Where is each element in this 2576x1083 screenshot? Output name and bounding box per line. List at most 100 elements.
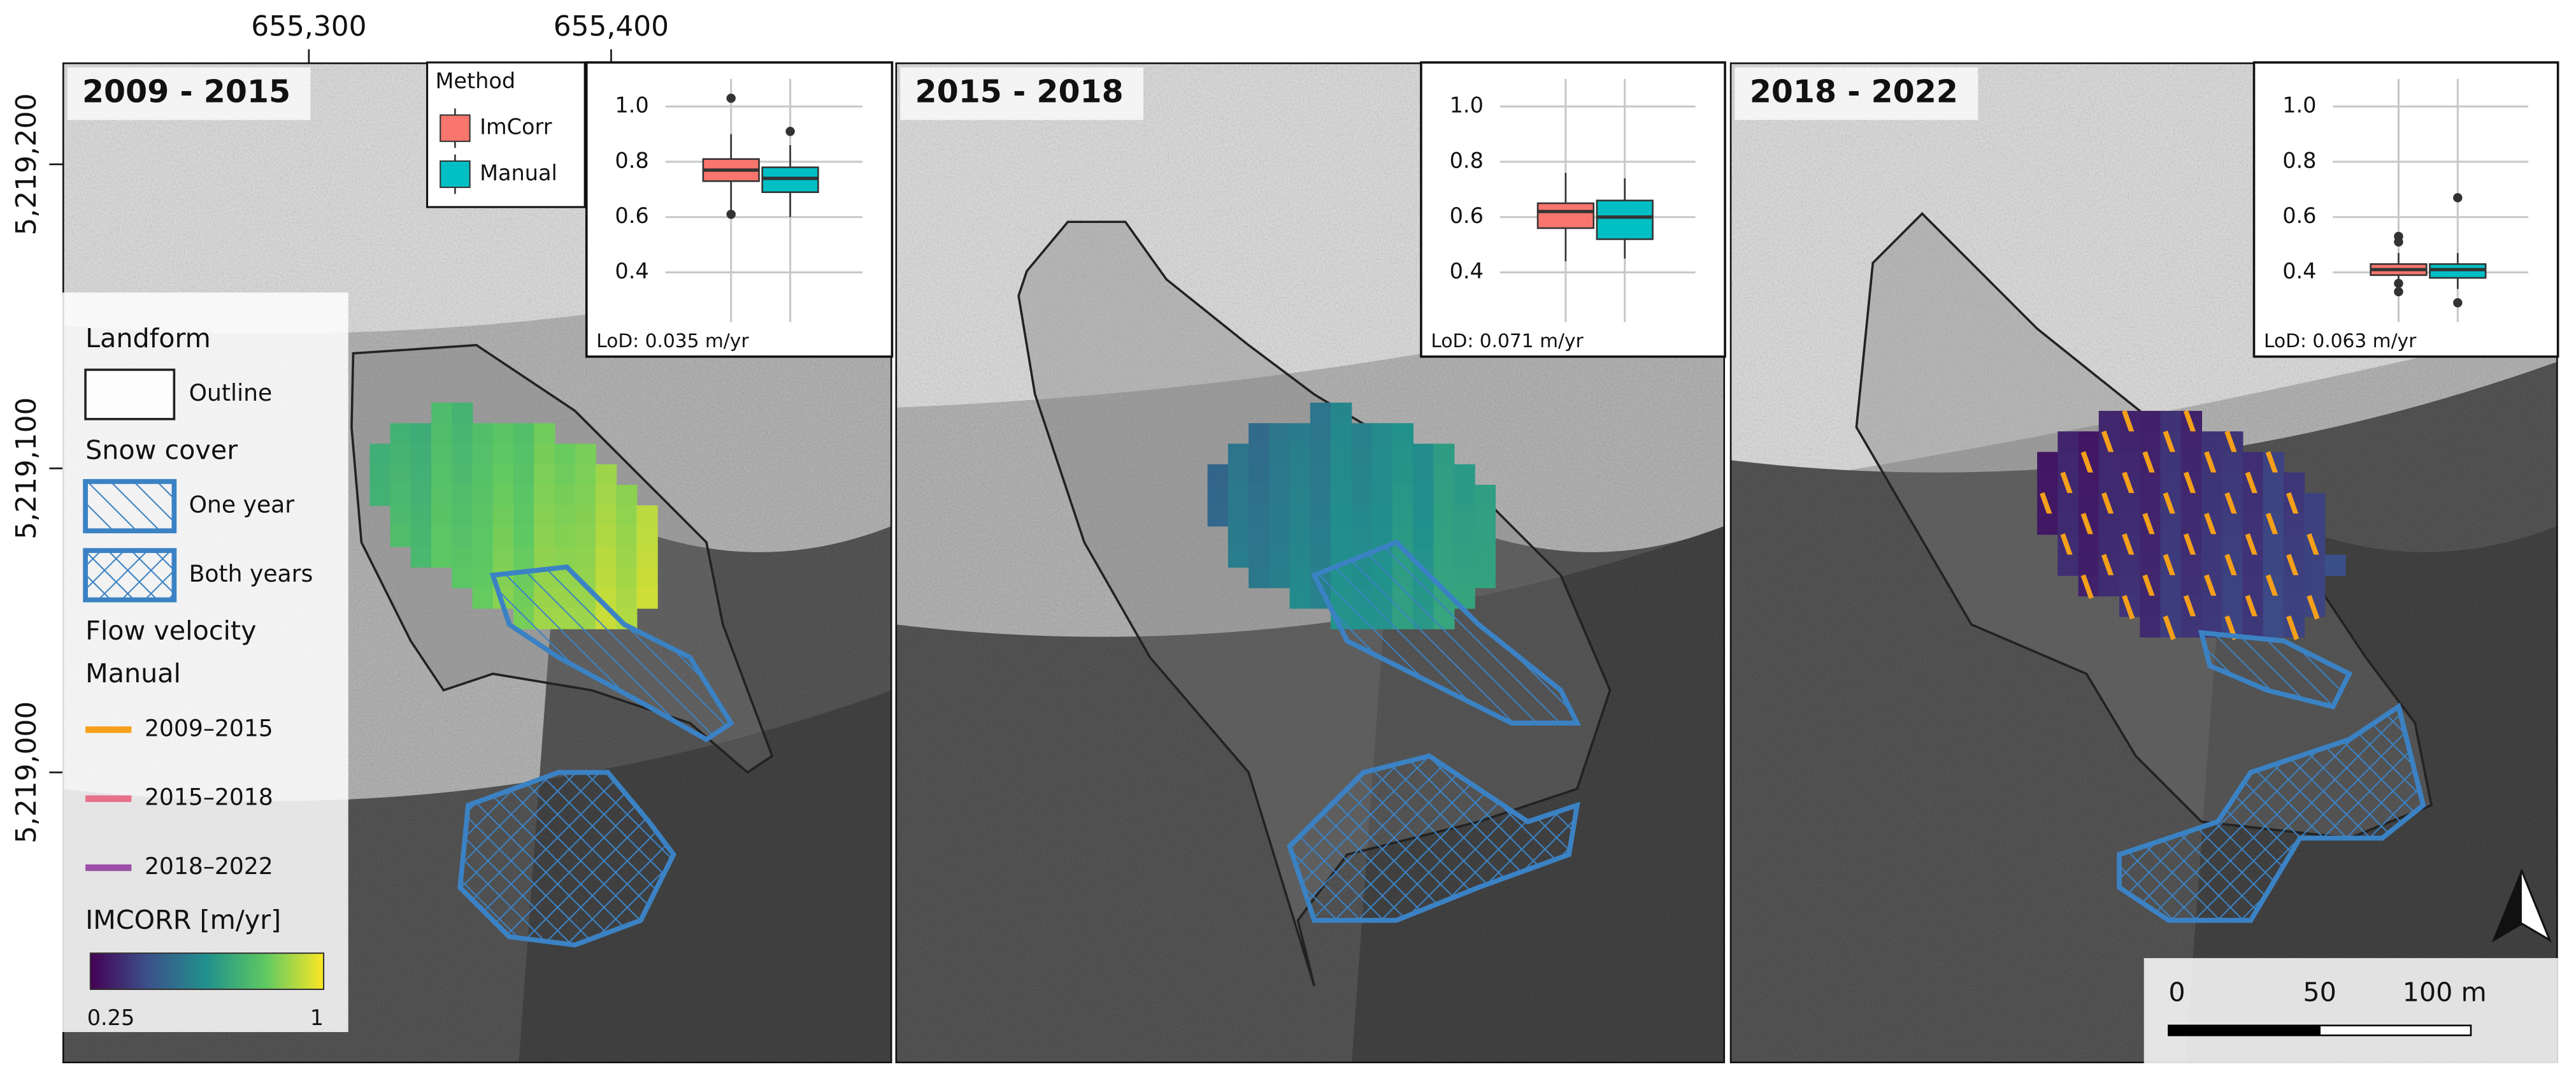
velocity-cell	[2160, 452, 2182, 473]
velocity-cell	[2304, 575, 2326, 597]
velocity-cell	[2180, 616, 2203, 638]
velocity-cell	[1392, 423, 1414, 445]
velocity-cell	[1392, 505, 1414, 527]
manual-vector	[2142, 574, 2156, 599]
y-tick-label: 0.6	[1450, 203, 1484, 228]
manual-vector	[2183, 471, 2197, 497]
y-tick-label: 1.0	[1450, 93, 1484, 118]
velocity-cell	[431, 423, 453, 445]
velocity-cell	[1392, 485, 1414, 506]
velocity-cell	[1310, 546, 1332, 568]
manual-vector	[2183, 594, 2197, 620]
velocity-cell	[1227, 526, 1250, 547]
velocity-cell	[2283, 513, 2305, 535]
velocity-cell	[513, 505, 535, 527]
velocity-cell	[1351, 485, 1373, 506]
velocity-cell	[431, 505, 453, 527]
velocity-cell	[1454, 566, 1475, 589]
velocity-cell	[2222, 575, 2243, 597]
manual-vector	[2183, 533, 2197, 558]
velocity-cell	[472, 566, 494, 589]
velocity-cell	[1289, 546, 1311, 568]
manual-vector	[2122, 471, 2135, 497]
velocity-cell	[2098, 534, 2121, 556]
manual-vector	[2286, 554, 2300, 579]
manual-vector	[2224, 492, 2238, 517]
velocity-cell	[472, 485, 494, 506]
velocity-cell	[534, 464, 555, 486]
velocity-cell	[472, 587, 494, 609]
velocity-cell	[2078, 472, 2100, 494]
velocity-cell	[1351, 526, 1373, 547]
velocity-cell	[2242, 513, 2264, 535]
panel-title: 2018 - 2022	[1750, 74, 1958, 110]
velocity-cell	[2057, 492, 2079, 515]
method-swatch	[440, 114, 471, 142]
velocity-cell	[431, 403, 453, 424]
inset-box	[2252, 61, 2559, 358]
panel-title-bg	[900, 67, 1144, 120]
velocity-cell	[1249, 566, 1270, 589]
velocity-cell	[1331, 464, 1352, 486]
velocity-cell	[1227, 505, 1250, 527]
flier	[785, 127, 795, 136]
y-tick-label: 0.8	[2282, 148, 2316, 173]
velocity-cell	[1269, 546, 1291, 568]
scale-bar-label: 50	[2303, 977, 2336, 1008]
velocity-cell	[2201, 472, 2223, 494]
manual-vector	[2122, 533, 2135, 558]
velocity-cell	[513, 485, 535, 506]
legend-text: One year	[189, 491, 295, 519]
velocity-cell	[616, 566, 638, 589]
velocity-cell	[2180, 452, 2203, 473]
velocity-cell	[1474, 526, 1496, 547]
manual-vector	[2163, 430, 2176, 455]
manual-vector	[2204, 451, 2217, 476]
manual-vector	[2224, 430, 2238, 455]
velocity-cell	[616, 485, 638, 506]
manual-vector	[2245, 471, 2258, 497]
velocity-cell	[513, 464, 535, 486]
velocity-cell	[410, 443, 433, 465]
velocity-cell	[1310, 423, 1332, 445]
velocity-cell	[534, 505, 555, 527]
colorbar-min: 0.25	[87, 1005, 135, 1030]
velocity-cell	[2263, 534, 2284, 556]
colorbar	[89, 952, 325, 990]
legend-text: Flow velocity	[85, 615, 256, 646]
velocity-cell	[554, 505, 576, 527]
velocity-cell	[410, 423, 433, 445]
velocity-cell	[575, 464, 596, 486]
velocity-cell	[1413, 443, 1435, 465]
velocity-cell	[2119, 431, 2141, 453]
method-legend-label: Manual	[480, 161, 557, 185]
flier	[726, 210, 736, 219]
manual-vector	[2080, 451, 2094, 476]
panel-title: 2015 - 2018	[915, 74, 1124, 110]
velocity-cell	[452, 403, 473, 424]
manual-vector	[2245, 533, 2258, 558]
velocity-cell	[554, 485, 576, 506]
velocity-cell	[492, 526, 514, 547]
flier	[2394, 278, 2403, 289]
velocity-cell	[2119, 492, 2141, 515]
manual-vector	[2265, 451, 2279, 476]
north-arrow-half	[2494, 871, 2522, 940]
velocity-cell	[1269, 526, 1291, 547]
velocity-cell	[2140, 410, 2161, 433]
velocity-cell	[1269, 423, 1291, 445]
manual-vector	[2101, 492, 2115, 517]
velocity-cell	[2098, 410, 2121, 433]
velocity-cell	[534, 546, 555, 568]
velocity-cell	[2201, 431, 2223, 453]
velocity-cell	[390, 464, 411, 486]
velocity-cell	[2098, 575, 2121, 597]
velocity-cell	[2057, 452, 2079, 473]
velocity-cell	[2242, 492, 2264, 515]
manual-vector	[2101, 554, 2115, 579]
y-tick-label: 0.4	[1450, 259, 1484, 283]
velocity-cell	[492, 546, 514, 568]
lod-annotation: LoD: 0.071 m/yr	[1431, 329, 1584, 352]
scale-bar-box	[2143, 957, 2558, 1064]
manual-vector	[2286, 615, 2300, 640]
